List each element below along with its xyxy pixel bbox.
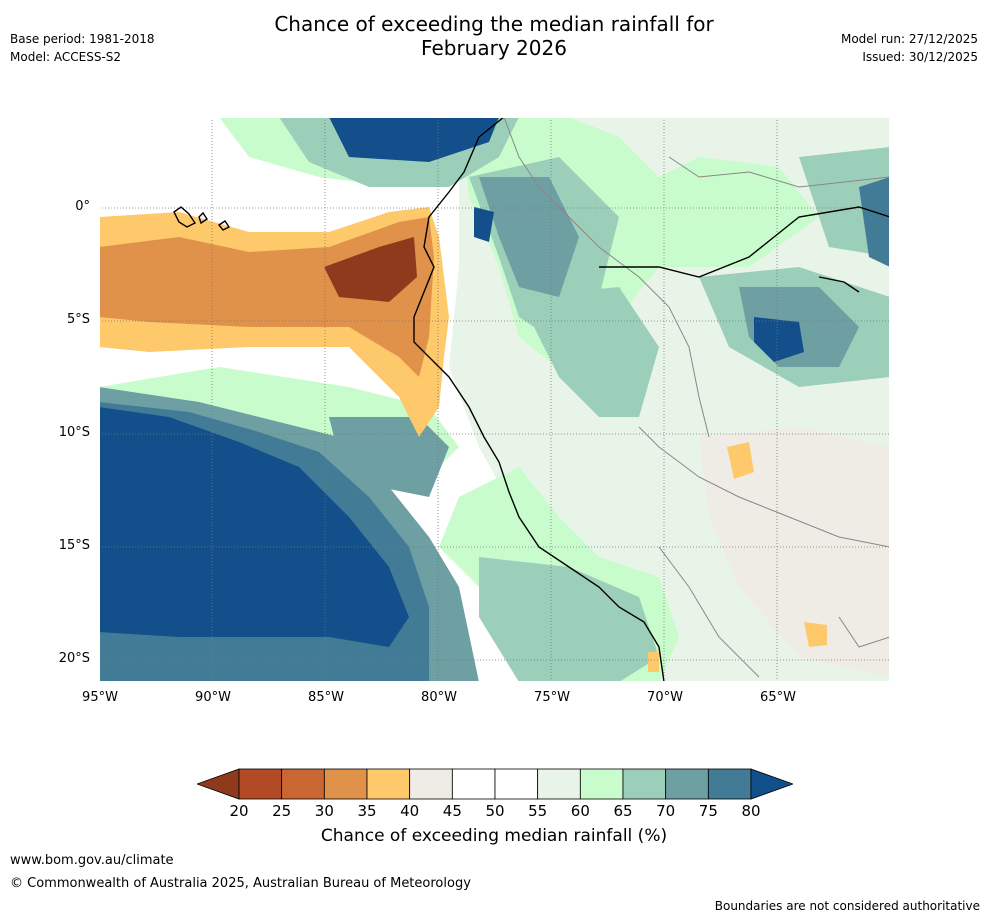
lon-label-90w: 90°W [195,690,231,705]
copyright-notice: © Commonwealth of Australia 2025, Austra… [10,876,471,891]
colorbar-tick-label: 65 [613,802,633,820]
zone-teal-peru [519,287,659,417]
lat-label-20s: 20°S [58,651,90,666]
colorbar-arrow-low [197,768,240,800]
colorbar-swatch [665,768,709,800]
colorbar-swatch [281,768,325,800]
colorbar-tick-label: 20 [229,802,249,820]
lon-label-85w: 85°W [308,690,344,705]
lat-label-5s: 5°S [66,312,90,327]
model-name: Model: ACCESS-S2 [10,50,122,64]
colorbar-swatch [366,768,411,800]
map-title: Chance of exceeding the median rainfall … [0,12,988,60]
colorbar-swatch [238,768,283,800]
colorbar-swatch [537,768,581,800]
lat-label-0: 0° [75,199,90,214]
zone-orange-band [99,217,434,377]
colorbar-swatch [579,768,624,800]
colorbar-tick-label: 40 [400,802,420,820]
boundary-disclaimer: Boundaries are not considered authoritat… [714,899,980,913]
colorbar-swatch [409,768,453,800]
rainfall-map [99,117,890,682]
lon-label-80w: 80°W [421,690,457,705]
lon-label-65w: 65°W [760,690,796,705]
zone-blue-amazon-deep [754,317,804,362]
zone-neutral-east [699,427,890,677]
colorbar-arrow-high [750,768,793,800]
website-link[interactable]: www.bom.gov.au/climate [10,853,174,868]
graticule [99,117,890,682]
zone-yellow-spot-3 [648,652,659,672]
colorbar-label: Chance of exceeding median rainfall (%) [320,826,668,846]
colorbar-tick-label: 80 [741,802,761,820]
colorbar-swatch [451,768,496,800]
colorbar-swatch [323,768,368,800]
model-run: Model run: 27/12/2025 [840,32,978,46]
zone-blue-north [329,117,499,162]
lon-label-75w: 75°W [534,690,570,705]
meta-right: Model run: 27/12/2025 Issued: 30/12/2025 [841,30,978,66]
colorbar-tick-label: 60 [570,802,590,820]
lon-label-95w: 95°W [82,690,118,705]
colorbar-tick-label: 30 [314,802,334,820]
zone-teal-south [479,557,659,682]
colorbar-tick-label: 25 [272,802,292,820]
colorbar-swatch [707,768,752,800]
lat-label-10s: 10°S [58,425,90,440]
zone-yellow-spot-2 [804,622,827,647]
colorbar-swatch [494,768,539,800]
colorbar-tick-label: 55 [528,802,548,820]
coastline [173,117,890,682]
colorbar [197,768,793,800]
zone-blue-andes-spot [474,207,494,242]
map-frame [99,117,890,682]
title-line-2: February 2026 [421,36,567,60]
colorbar-tick-label: 75 [698,802,718,820]
zone-blue-ne [859,177,890,267]
base-period: Base period: 1981-2018 [10,32,155,46]
title-line-1: Chance of exceeding the median rainfall … [274,12,714,36]
meta-left: Base period: 1981-2018 Model: ACCESS-S2 [10,30,155,66]
country-borders [503,117,890,678]
lon-label-70w: 70°W [647,690,683,705]
zone-blue-pacific-deep [99,407,409,647]
colorbar-tick-label: 45 [442,802,462,820]
issued-date: Issued: 30/12/2025 [862,50,978,64]
colorbar-swatch [622,768,667,800]
colorbar-tick-label: 35 [357,802,377,820]
colorbar-tick-label: 50 [485,802,505,820]
zone-teal-andes-dark [479,177,579,297]
zone-dark-brown-core [324,237,417,302]
zone-yellow-spot-1 [727,442,754,479]
colorbar-tick-label: 70 [656,802,676,820]
lat-label-15s: 15°S [58,538,90,553]
